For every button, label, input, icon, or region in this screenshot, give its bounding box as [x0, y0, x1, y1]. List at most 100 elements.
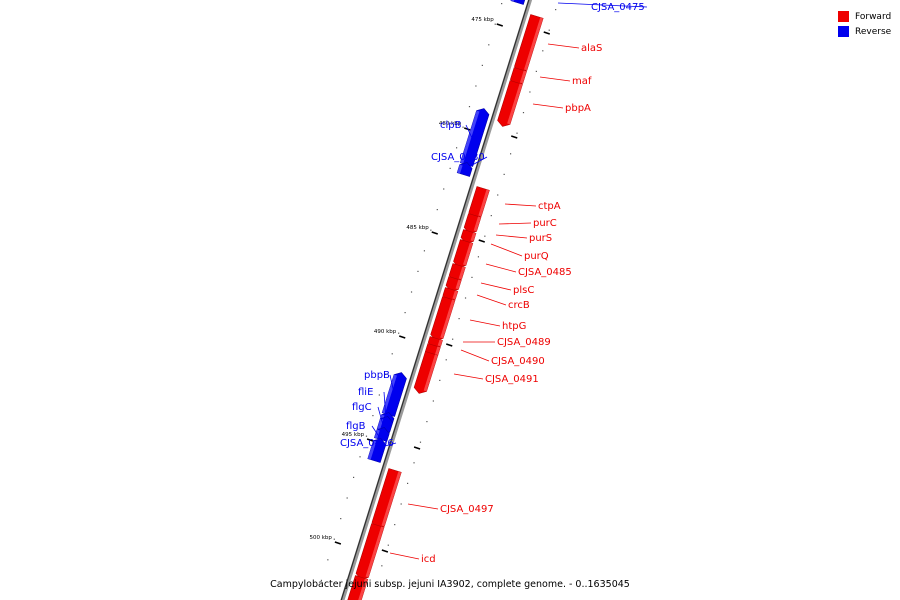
- minor-tick: [423, 250, 426, 252]
- minor-tick: [430, 229, 432, 231]
- gene-label[interactable]: purS: [529, 233, 552, 244]
- gene-label-leader: [371, 425, 381, 439]
- gene-label[interactable]: maf: [572, 76, 592, 87]
- major-tick: [334, 541, 342, 545]
- minor-tick: [439, 379, 441, 381]
- minor-tick: [374, 585, 377, 587]
- minor-tick: [407, 482, 409, 484]
- minor-tick: [449, 167, 451, 169]
- gene-label[interactable]: CJSA_0485: [518, 267, 572, 278]
- gene-alas[interactable]: [514, 14, 544, 73]
- gene-label-leader: [389, 552, 420, 560]
- gene-label-leader: [557, 2, 648, 8]
- minor-tick: [522, 112, 525, 114]
- minor-tick: [471, 276, 473, 278]
- gene-label[interactable]: pbpB: [364, 370, 390, 381]
- genome-axis-line: [340, 0, 530, 600]
- gene-label[interactable]: icd: [421, 554, 436, 565]
- gene-highlight: [460, 110, 480, 164]
- minor-tick: [346, 497, 348, 499]
- gene-highlight: [458, 266, 466, 280]
- gene-cjsa-0497[interactable]: [371, 468, 402, 529]
- minor-tick: [535, 70, 537, 72]
- minor-tick: [432, 400, 434, 402]
- minor-tick: [462, 126, 464, 128]
- gene-label[interactable]: flgC: [352, 402, 372, 413]
- gene-body[interactable]: [497, 80, 523, 127]
- scale-tick-label: 495 kbp: [342, 432, 365, 438]
- minor-tick: [365, 435, 368, 437]
- gene-label[interactable]: purC: [533, 218, 557, 229]
- gene-highlight: [434, 346, 441, 356]
- gene-highlight: [423, 354, 438, 392]
- gene-label-leader: [377, 406, 384, 426]
- gene-label[interactable]: CJSA_0491: [485, 374, 539, 385]
- gene-label-leader: [469, 319, 501, 327]
- minor-tick: [359, 456, 361, 458]
- minor-tick: [490, 215, 492, 217]
- gene-label[interactable]: htpG: [502, 321, 526, 332]
- minor-tick: [378, 394, 380, 396]
- gene-label-leader: [504, 203, 537, 207]
- gene-cjsa-0496[interactable]: [367, 438, 387, 463]
- gene-label[interactable]: CJSA_0489: [497, 337, 551, 348]
- minor-tick: [529, 91, 531, 93]
- gene-label-leader: [462, 156, 488, 171]
- gene-label[interactable]: clpB: [440, 120, 462, 131]
- minor-tick: [468, 106, 471, 108]
- major-tick: [431, 231, 438, 235]
- legend-forward-swatch: [838, 11, 849, 22]
- minor-tick: [391, 353, 393, 355]
- gene-cjsa-0491[interactable]: [413, 351, 439, 394]
- minor-tick: [488, 44, 490, 46]
- scale-tick-label: 485 kbp: [406, 225, 429, 231]
- gene-label[interactable]: CJSA_0480: [431, 152, 485, 163]
- gene-label[interactable]: CJSA_0496: [340, 438, 394, 449]
- gene-label[interactable]: crcB: [508, 300, 530, 311]
- major-tick: [511, 135, 518, 139]
- scale-tick-label: 480 kbp: [439, 121, 462, 127]
- gene-label[interactable]: alaS: [581, 43, 602, 54]
- gene-highlight: [507, 83, 523, 125]
- gene-label[interactable]: ctpA: [538, 201, 561, 212]
- gene-label-leader: [480, 282, 512, 291]
- minor-tick: [475, 85, 477, 87]
- major-tick: [496, 23, 503, 27]
- gene-pbpa[interactable]: [497, 80, 523, 127]
- gene-label[interactable]: purQ: [524, 251, 549, 262]
- gene-purq[interactable]: [453, 239, 474, 268]
- minor-tick: [413, 462, 415, 464]
- gene-label-leader: [485, 263, 517, 273]
- minor-tick: [481, 64, 483, 66]
- minor-tick: [404, 312, 406, 314]
- gene-label[interactable]: CJSA_0490: [491, 356, 545, 367]
- major-tick: [446, 343, 453, 347]
- minor-tick: [327, 559, 329, 561]
- gene-label[interactable]: plsC: [513, 285, 534, 296]
- legend-forward: Forward: [838, 9, 891, 24]
- minor-tick: [372, 415, 374, 417]
- minor-tick: [320, 579, 323, 581]
- gene-label-leader: [460, 349, 490, 362]
- gene-label[interactable]: fliE: [358, 387, 373, 398]
- minor-tick: [555, 9, 557, 11]
- gene-cjsa-0475[interactable]: [510, 0, 526, 5]
- minor-tick: [417, 270, 419, 272]
- legend-reverse: Reverse: [838, 24, 891, 39]
- gene-label[interactable]: flgB: [346, 421, 366, 432]
- gene-label-leader: [547, 43, 580, 49]
- minor-tick: [548, 29, 550, 31]
- gene-highlight: [455, 279, 462, 290]
- gene-body[interactable]: [510, 0, 526, 5]
- minor-tick: [445, 359, 447, 361]
- gene-label[interactable]: CJSA_0497: [440, 504, 494, 515]
- gene-label[interactable]: CJSA_0475: [591, 2, 645, 13]
- gene-label[interactable]: pbpA: [565, 103, 591, 114]
- gene-label-leader: [373, 442, 397, 450]
- gene-unlabeled-0[interactable]: [346, 575, 369, 600]
- gene-highlight: [440, 299, 456, 339]
- gene-icd[interactable]: [355, 523, 385, 580]
- legend-reverse-swatch: [838, 26, 849, 37]
